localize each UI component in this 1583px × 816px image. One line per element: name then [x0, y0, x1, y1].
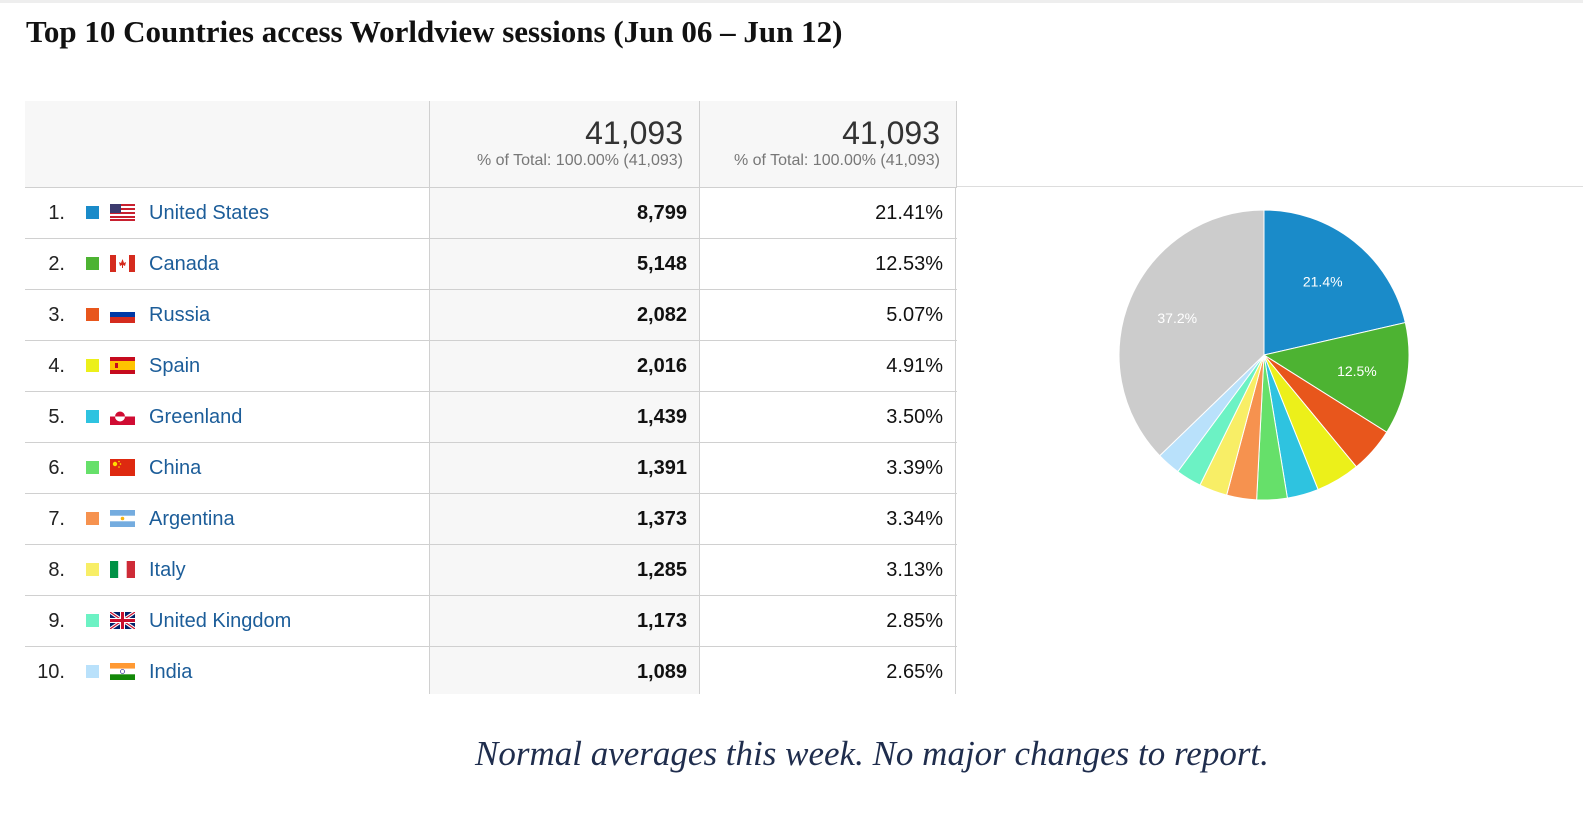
pie-slice-label: 21.4%	[1303, 273, 1343, 289]
country-link[interactable]: Russia	[149, 304, 211, 326]
table-row: 4. Spain 2,016 4.91%	[25, 341, 957, 392]
header-dimension-cell	[25, 101, 429, 187]
table-row: 9. United Kingdom 1,173 2.85%	[25, 596, 957, 647]
sessions-value: 1,373	[429, 494, 699, 544]
ca-flag-icon	[110, 255, 135, 272]
row-rank: 8.	[48, 559, 65, 581]
us-flag-icon	[110, 204, 135, 221]
sessions-total-sub: % of Total: 100.00% (41,093)	[476, 152, 683, 169]
sessions-percent: 21.41%	[699, 188, 956, 238]
table-row: 6. China 1,391 3.39%	[25, 443, 957, 494]
row-rank: 7.	[48, 508, 65, 530]
row-rank: 4.	[48, 355, 65, 377]
report-note: Normal averages this week. No major chan…	[475, 734, 1269, 773]
series-color-swatch	[86, 206, 99, 219]
sessions-value: 1,173	[429, 596, 699, 646]
pie-slice-label: 12.5%	[1337, 363, 1377, 379]
series-color-swatch	[86, 410, 99, 423]
ar-flag-icon	[110, 510, 135, 527]
sessions-value: 1,089	[429, 647, 699, 694]
es-flag-icon	[110, 357, 135, 374]
report-title: Top 10 Countries access Worldview sessio…	[26, 14, 843, 49]
sessions-value: 2,016	[429, 341, 699, 391]
gl-flag-icon	[110, 408, 135, 425]
table-row: 8. Italy 1,285 3.13%	[25, 545, 957, 596]
in-flag-icon	[110, 663, 135, 680]
sessions-percent: 5.07%	[699, 290, 956, 340]
percent-total: 41,093	[842, 115, 940, 151]
pie-slice	[1118, 209, 1265, 457]
header-sessions-cell: 41,093 % of Total: 100.00% (41,093)	[429, 101, 699, 187]
table-row: 5. Greenland 1,439 3.50%	[25, 392, 957, 443]
header-divider	[957, 186, 1583, 187]
sessions-percent: 3.39%	[699, 443, 956, 493]
table-header: 41,093 % of Total: 100.00% (41,093) 41,0…	[25, 101, 957, 188]
table-row: 7. Argentina 1,373 3.34%	[25, 494, 957, 545]
sessions-value: 5,148	[429, 239, 699, 289]
country-link[interactable]: India	[149, 661, 193, 683]
country-link[interactable]: Italy	[149, 559, 186, 581]
header-percent-cell: 41,093 % of Total: 100.00% (41,093)	[699, 101, 957, 187]
top-border	[0, 0, 1583, 3]
row-rank: 3.	[48, 304, 65, 326]
series-color-swatch	[86, 614, 99, 627]
series-color-swatch	[86, 512, 99, 525]
sessions-percent: 3.34%	[699, 494, 956, 544]
country-link[interactable]: Canada	[149, 253, 220, 275]
row-rank: 5.	[48, 406, 65, 428]
table-body: 1. United States 8,799 21.41% 2. Canada 5,148 1…	[25, 188, 957, 694]
sessions-value: 1,391	[429, 443, 699, 493]
sessions-percent: 4.91%	[699, 341, 956, 391]
sessions-percent: 2.85%	[699, 596, 956, 646]
series-color-swatch	[86, 461, 99, 474]
row-rank: 1.	[48, 202, 65, 224]
sessions-value: 1,285	[429, 545, 699, 595]
pie-slice	[1262, 321, 1410, 433]
table-row: 2. Canada 5,148 12.53%	[25, 239, 957, 290]
table-row: 1. United States 8,799 21.41%	[25, 188, 957, 239]
sessions-percent: 3.13%	[699, 545, 956, 595]
series-color-swatch	[86, 359, 99, 372]
series-color-swatch	[86, 308, 99, 321]
series-color-swatch	[86, 665, 99, 678]
table-row: 3. Russia 2,082 5.07%	[25, 290, 957, 341]
series-color-swatch	[86, 563, 99, 576]
sessions-value: 8,799	[429, 188, 699, 238]
percent-total-sub: % of Total: 100.00% (41,093)	[733, 152, 940, 169]
country-link[interactable]: United Kingdom	[149, 610, 292, 632]
sessions-total: 41,093	[585, 115, 683, 151]
it-flag-icon	[110, 561, 135, 578]
country-table: 41,093 % of Total: 100.00% (41,093) 41,0…	[25, 101, 957, 694]
country-link[interactable]: United States	[149, 202, 270, 224]
sessions-percent: 2.65%	[699, 647, 956, 694]
gb-flag-icon	[110, 612, 135, 629]
sessions-value: 2,082	[429, 290, 699, 340]
row-rank: 9.	[48, 610, 65, 632]
country-link[interactable]: China	[149, 457, 202, 479]
row-rank: 6.	[48, 457, 65, 479]
cn-flag-icon	[110, 459, 135, 476]
country-link[interactable]: Spain	[149, 355, 201, 377]
series-color-swatch	[86, 257, 99, 270]
pie-chart: 21.4% 12.5% 37.2%	[1118, 209, 1410, 501]
country-link[interactable]: Greenland	[149, 406, 243, 428]
sessions-percent: 3.50%	[699, 392, 956, 442]
pie-slice-label: 37.2%	[1157, 310, 1197, 326]
row-rank: 10.	[37, 661, 65, 683]
table-row: 10. India 1,089 2.65%	[25, 647, 957, 694]
country-link[interactable]: Argentina	[149, 508, 235, 530]
sessions-percent: 12.53%	[699, 239, 956, 289]
row-rank: 2.	[48, 253, 65, 275]
sessions-value: 1,439	[429, 392, 699, 442]
pie-slice	[1263, 209, 1406, 356]
ru-flag-icon	[110, 306, 135, 323]
